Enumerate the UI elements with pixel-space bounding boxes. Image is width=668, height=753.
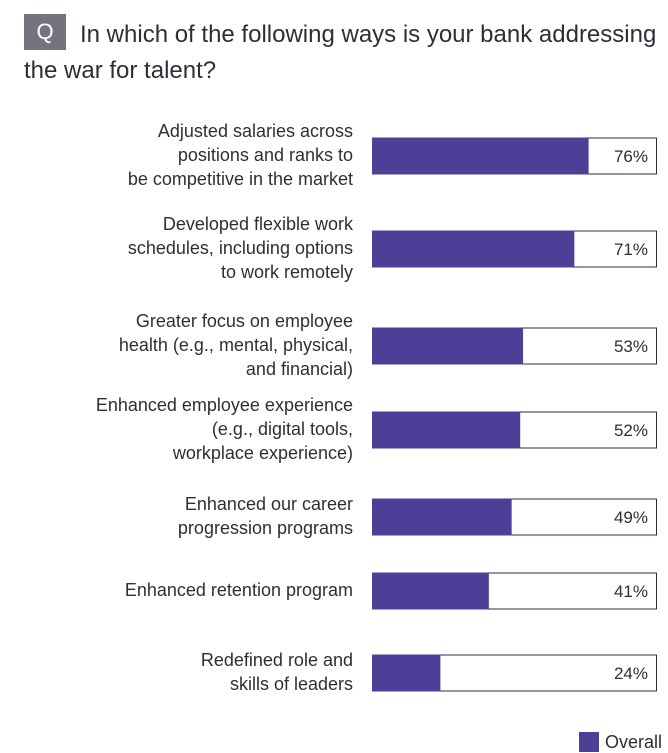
category-label-line: Developed flexible work xyxy=(162,214,353,234)
legend-label-overall: Overall xyxy=(604,732,662,752)
category-label: Enhanced our career progression programs xyxy=(0,492,353,540)
category-label-line: progression programs xyxy=(177,518,353,538)
category-label-line: schedules, including options xyxy=(127,238,353,258)
data-label: 76% xyxy=(614,147,648,166)
category-label-line: be competitive in the market xyxy=(127,169,353,189)
category-label-line: Enhanced retention program xyxy=(124,580,353,600)
data-label: 53% xyxy=(614,337,648,356)
category-label: Greater focus on employee health (e.g., m… xyxy=(0,309,353,381)
question-badge: Q xyxy=(24,14,66,50)
category-label-line: health (e.g., mental, physical, xyxy=(118,335,353,355)
bar xyxy=(372,572,489,610)
category-label-line: workplace experience) xyxy=(172,443,353,463)
category-label-line: to work remotely xyxy=(220,262,353,282)
bar xyxy=(372,498,512,536)
data-label: 52% xyxy=(614,421,648,440)
bar xyxy=(372,411,521,449)
category-label-line: Adjusted salaries across xyxy=(157,121,353,141)
chart-title: In which of the following ways is your b… xyxy=(24,21,657,84)
data-label: 49% xyxy=(614,508,648,527)
bar xyxy=(372,230,575,268)
legend-swatch-overall xyxy=(578,732,599,752)
legend: Overall xyxy=(578,732,662,752)
category-label: Enhanced employee experience (e.g., digit… xyxy=(0,393,353,465)
data-label: 41% xyxy=(614,582,648,601)
category-label-line: Enhanced employee experience xyxy=(95,395,353,415)
data-label: 24% xyxy=(614,664,648,683)
category-label: Adjusted salaries across positions and ra… xyxy=(0,119,353,191)
category-label: Developed flexible work schedules, includ… xyxy=(0,212,353,284)
category-label-line: Enhanced our career xyxy=(184,494,353,514)
category-label-line: Redefined role and xyxy=(200,650,353,670)
category-label-line: positions and ranks to xyxy=(177,145,353,165)
category-label-line: and financial) xyxy=(245,359,353,379)
data-label: 71% xyxy=(614,240,648,259)
category-label-line: skills of leaders xyxy=(229,674,353,694)
bar xyxy=(372,327,524,365)
bar xyxy=(372,654,441,692)
category-label-line: (e.g., digital tools, xyxy=(211,419,353,439)
category-label: Redefined role and skills of leaders xyxy=(0,648,353,696)
category-label: Enhanced retention program xyxy=(0,578,353,602)
category-label-line: Greater focus on employee xyxy=(135,311,353,331)
bar xyxy=(372,137,589,175)
